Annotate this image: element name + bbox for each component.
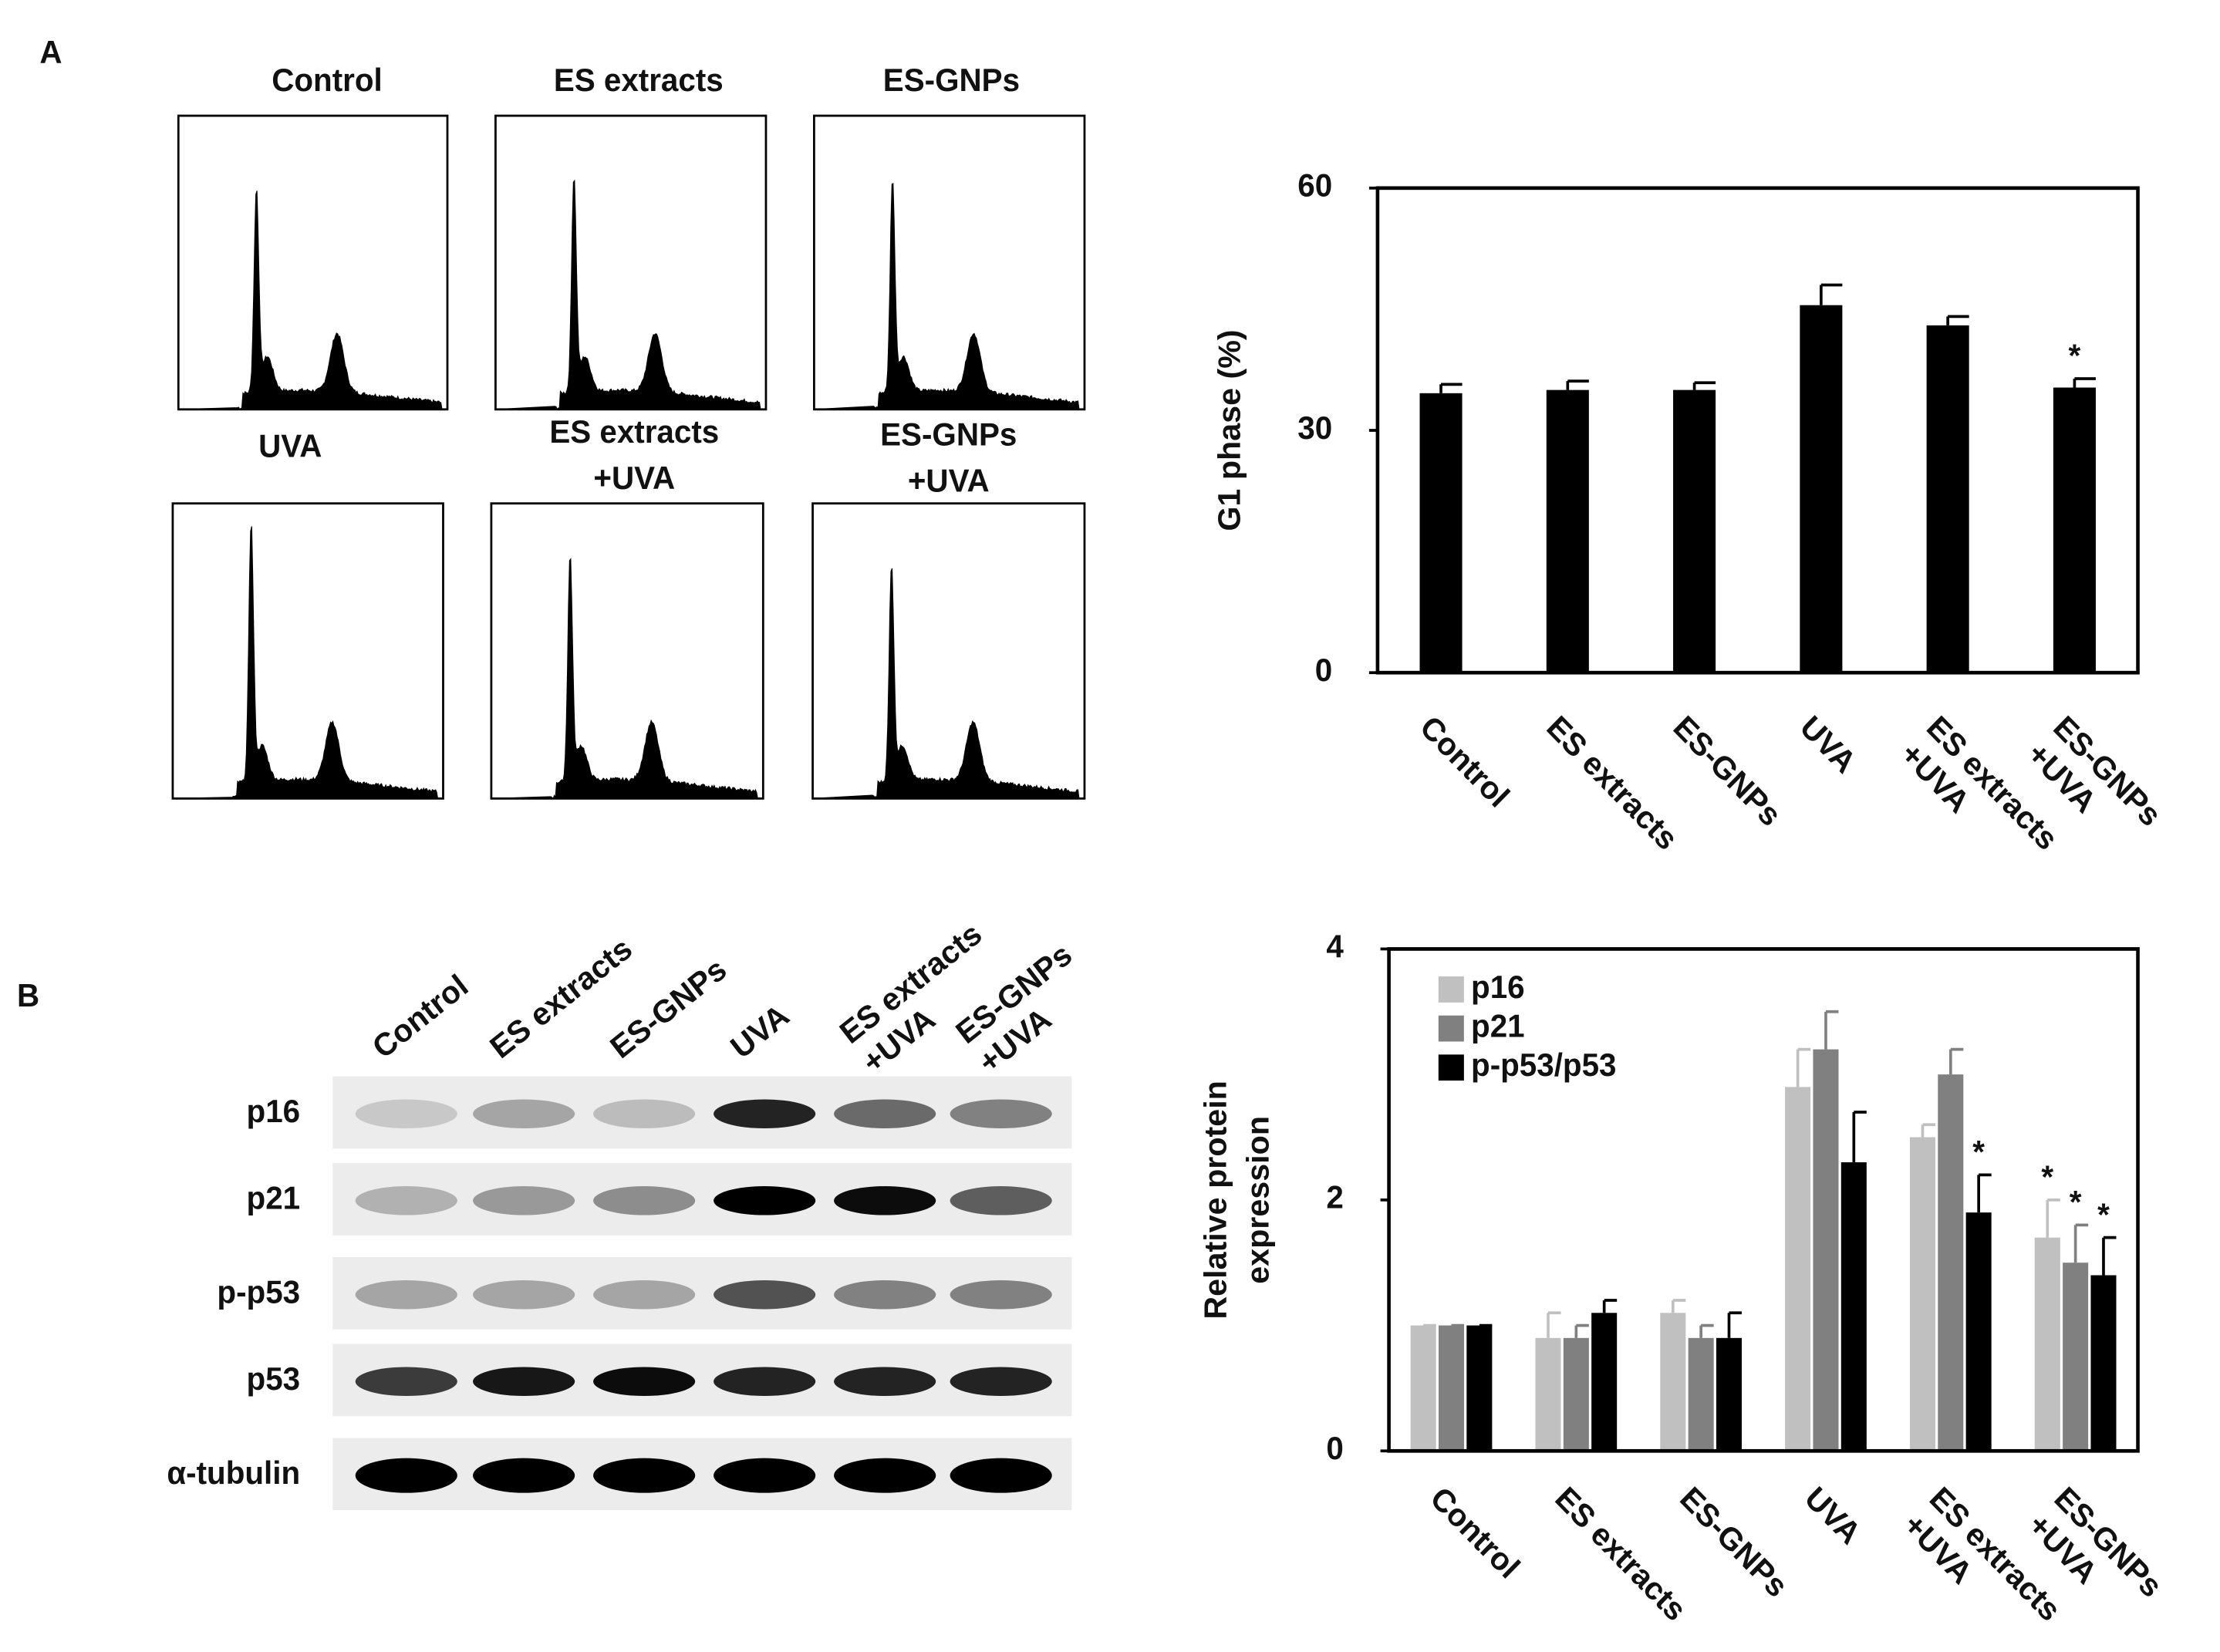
bar bbox=[1716, 1337, 1743, 1451]
blot-band bbox=[714, 1099, 816, 1129]
bar bbox=[2053, 387, 2096, 673]
blot-band bbox=[473, 1458, 575, 1493]
legend-label: p-p53/p53 bbox=[1471, 1047, 1616, 1083]
panel-label: B bbox=[17, 978, 39, 1013]
bar bbox=[1965, 1212, 1992, 1451]
blot-strip bbox=[332, 1163, 1072, 1236]
bar bbox=[1535, 1337, 1561, 1451]
blot-band bbox=[593, 1279, 696, 1310]
blot-band bbox=[950, 1367, 1052, 1397]
histogram-trace bbox=[495, 179, 761, 410]
blot-band bbox=[950, 1099, 1052, 1129]
bar bbox=[1840, 1162, 1867, 1451]
bar bbox=[1785, 1087, 1811, 1451]
plot-frame bbox=[1375, 186, 2140, 675]
y-tick-label: 4 bbox=[1326, 929, 1344, 964]
significance-mark: * bbox=[2097, 1197, 2110, 1232]
blot-band bbox=[834, 1186, 936, 1215]
legend-label: p16 bbox=[1471, 969, 1525, 1004]
significance-mark: * bbox=[2041, 1159, 2053, 1195]
bar bbox=[2034, 1237, 2060, 1451]
blot-band bbox=[834, 1458, 936, 1493]
blot-strip bbox=[332, 1256, 1072, 1330]
blot-band bbox=[355, 1458, 457, 1493]
histogram-trace bbox=[178, 190, 443, 410]
blot-band bbox=[473, 1186, 575, 1215]
bar bbox=[1909, 1137, 1935, 1451]
blot-band bbox=[593, 1458, 696, 1493]
significance-mark: * bbox=[2070, 1185, 2082, 1220]
row-label: p53 bbox=[247, 1361, 301, 1397]
y-tick-label: 2 bbox=[1326, 1179, 1343, 1215]
row-label: p21 bbox=[247, 1180, 301, 1215]
bar bbox=[1813, 1049, 1839, 1451]
blot-band bbox=[950, 1279, 1052, 1310]
histogram-trace bbox=[814, 183, 1080, 410]
bar bbox=[2090, 1275, 2117, 1451]
row-label: p16 bbox=[247, 1094, 301, 1129]
bar bbox=[1438, 1325, 1465, 1451]
y-tick-label: 0 bbox=[1326, 1431, 1343, 1466]
blot-band bbox=[593, 1186, 696, 1215]
histogram-title: ES-GNPs bbox=[883, 62, 1020, 97]
legend-swatch bbox=[1438, 1015, 1464, 1042]
bar bbox=[1410, 1325, 1436, 1451]
histogram-title: ES-GNPs +UVA bbox=[880, 416, 1017, 499]
histogram-title: ES extracts bbox=[554, 62, 724, 97]
bar bbox=[1466, 1325, 1493, 1451]
blot-band bbox=[473, 1367, 575, 1397]
histogram-title: ES extracts +UVA bbox=[549, 413, 719, 496]
y-tick-label: 60 bbox=[1297, 167, 1332, 203]
blot-strip bbox=[332, 1076, 1072, 1149]
blot-band bbox=[355, 1367, 457, 1397]
blot-band bbox=[473, 1279, 575, 1310]
row-label: p-p53 bbox=[217, 1274, 300, 1310]
panel-label: A bbox=[39, 35, 62, 70]
plot-frame bbox=[1387, 947, 2140, 1453]
y-axis-label: G1 phase (%) bbox=[1212, 329, 1247, 531]
bar bbox=[1563, 1337, 1589, 1451]
bar bbox=[1688, 1337, 1714, 1451]
blot-band bbox=[355, 1279, 457, 1310]
blot-band bbox=[593, 1367, 696, 1397]
bar bbox=[1591, 1313, 1618, 1451]
blot-band bbox=[473, 1099, 575, 1129]
bar bbox=[1673, 389, 1716, 673]
bar bbox=[2063, 1263, 2089, 1451]
histogram-title: UVA bbox=[258, 428, 322, 464]
bar bbox=[1546, 389, 1589, 673]
blot-band bbox=[714, 1186, 816, 1215]
blot-band bbox=[355, 1099, 457, 1129]
blot-band bbox=[834, 1279, 936, 1310]
blot-band bbox=[355, 1186, 457, 1215]
blot-band bbox=[714, 1458, 816, 1493]
legend-swatch bbox=[1438, 1054, 1464, 1081]
bar bbox=[1419, 393, 1463, 673]
histogram-title: Control bbox=[272, 62, 382, 97]
y-tick-label: 0 bbox=[1315, 652, 1332, 688]
bar bbox=[1660, 1313, 1686, 1451]
bar bbox=[1926, 325, 1969, 673]
bar bbox=[1938, 1074, 1964, 1451]
blot-band bbox=[714, 1367, 816, 1397]
significance-mark: * bbox=[1972, 1134, 1985, 1170]
y-tick-label: 30 bbox=[1297, 410, 1332, 446]
blot-band bbox=[950, 1186, 1052, 1215]
significance-mark: * bbox=[2069, 338, 2081, 373]
histogram-trace bbox=[812, 568, 1080, 799]
blot-band bbox=[714, 1279, 816, 1310]
blot-band bbox=[834, 1099, 936, 1129]
blot-band bbox=[593, 1099, 696, 1129]
row-label: α-tubulin bbox=[167, 1455, 300, 1491]
bar bbox=[1800, 305, 1843, 673]
y-axis-label: Relative protein expression bbox=[1198, 1081, 1276, 1319]
histogram-trace bbox=[172, 526, 439, 799]
blot-band bbox=[950, 1458, 1052, 1493]
legend-label: p21 bbox=[1471, 1008, 1525, 1043]
legend-swatch bbox=[1438, 976, 1464, 1003]
blot-band bbox=[834, 1367, 936, 1397]
histogram-trace bbox=[491, 558, 758, 800]
